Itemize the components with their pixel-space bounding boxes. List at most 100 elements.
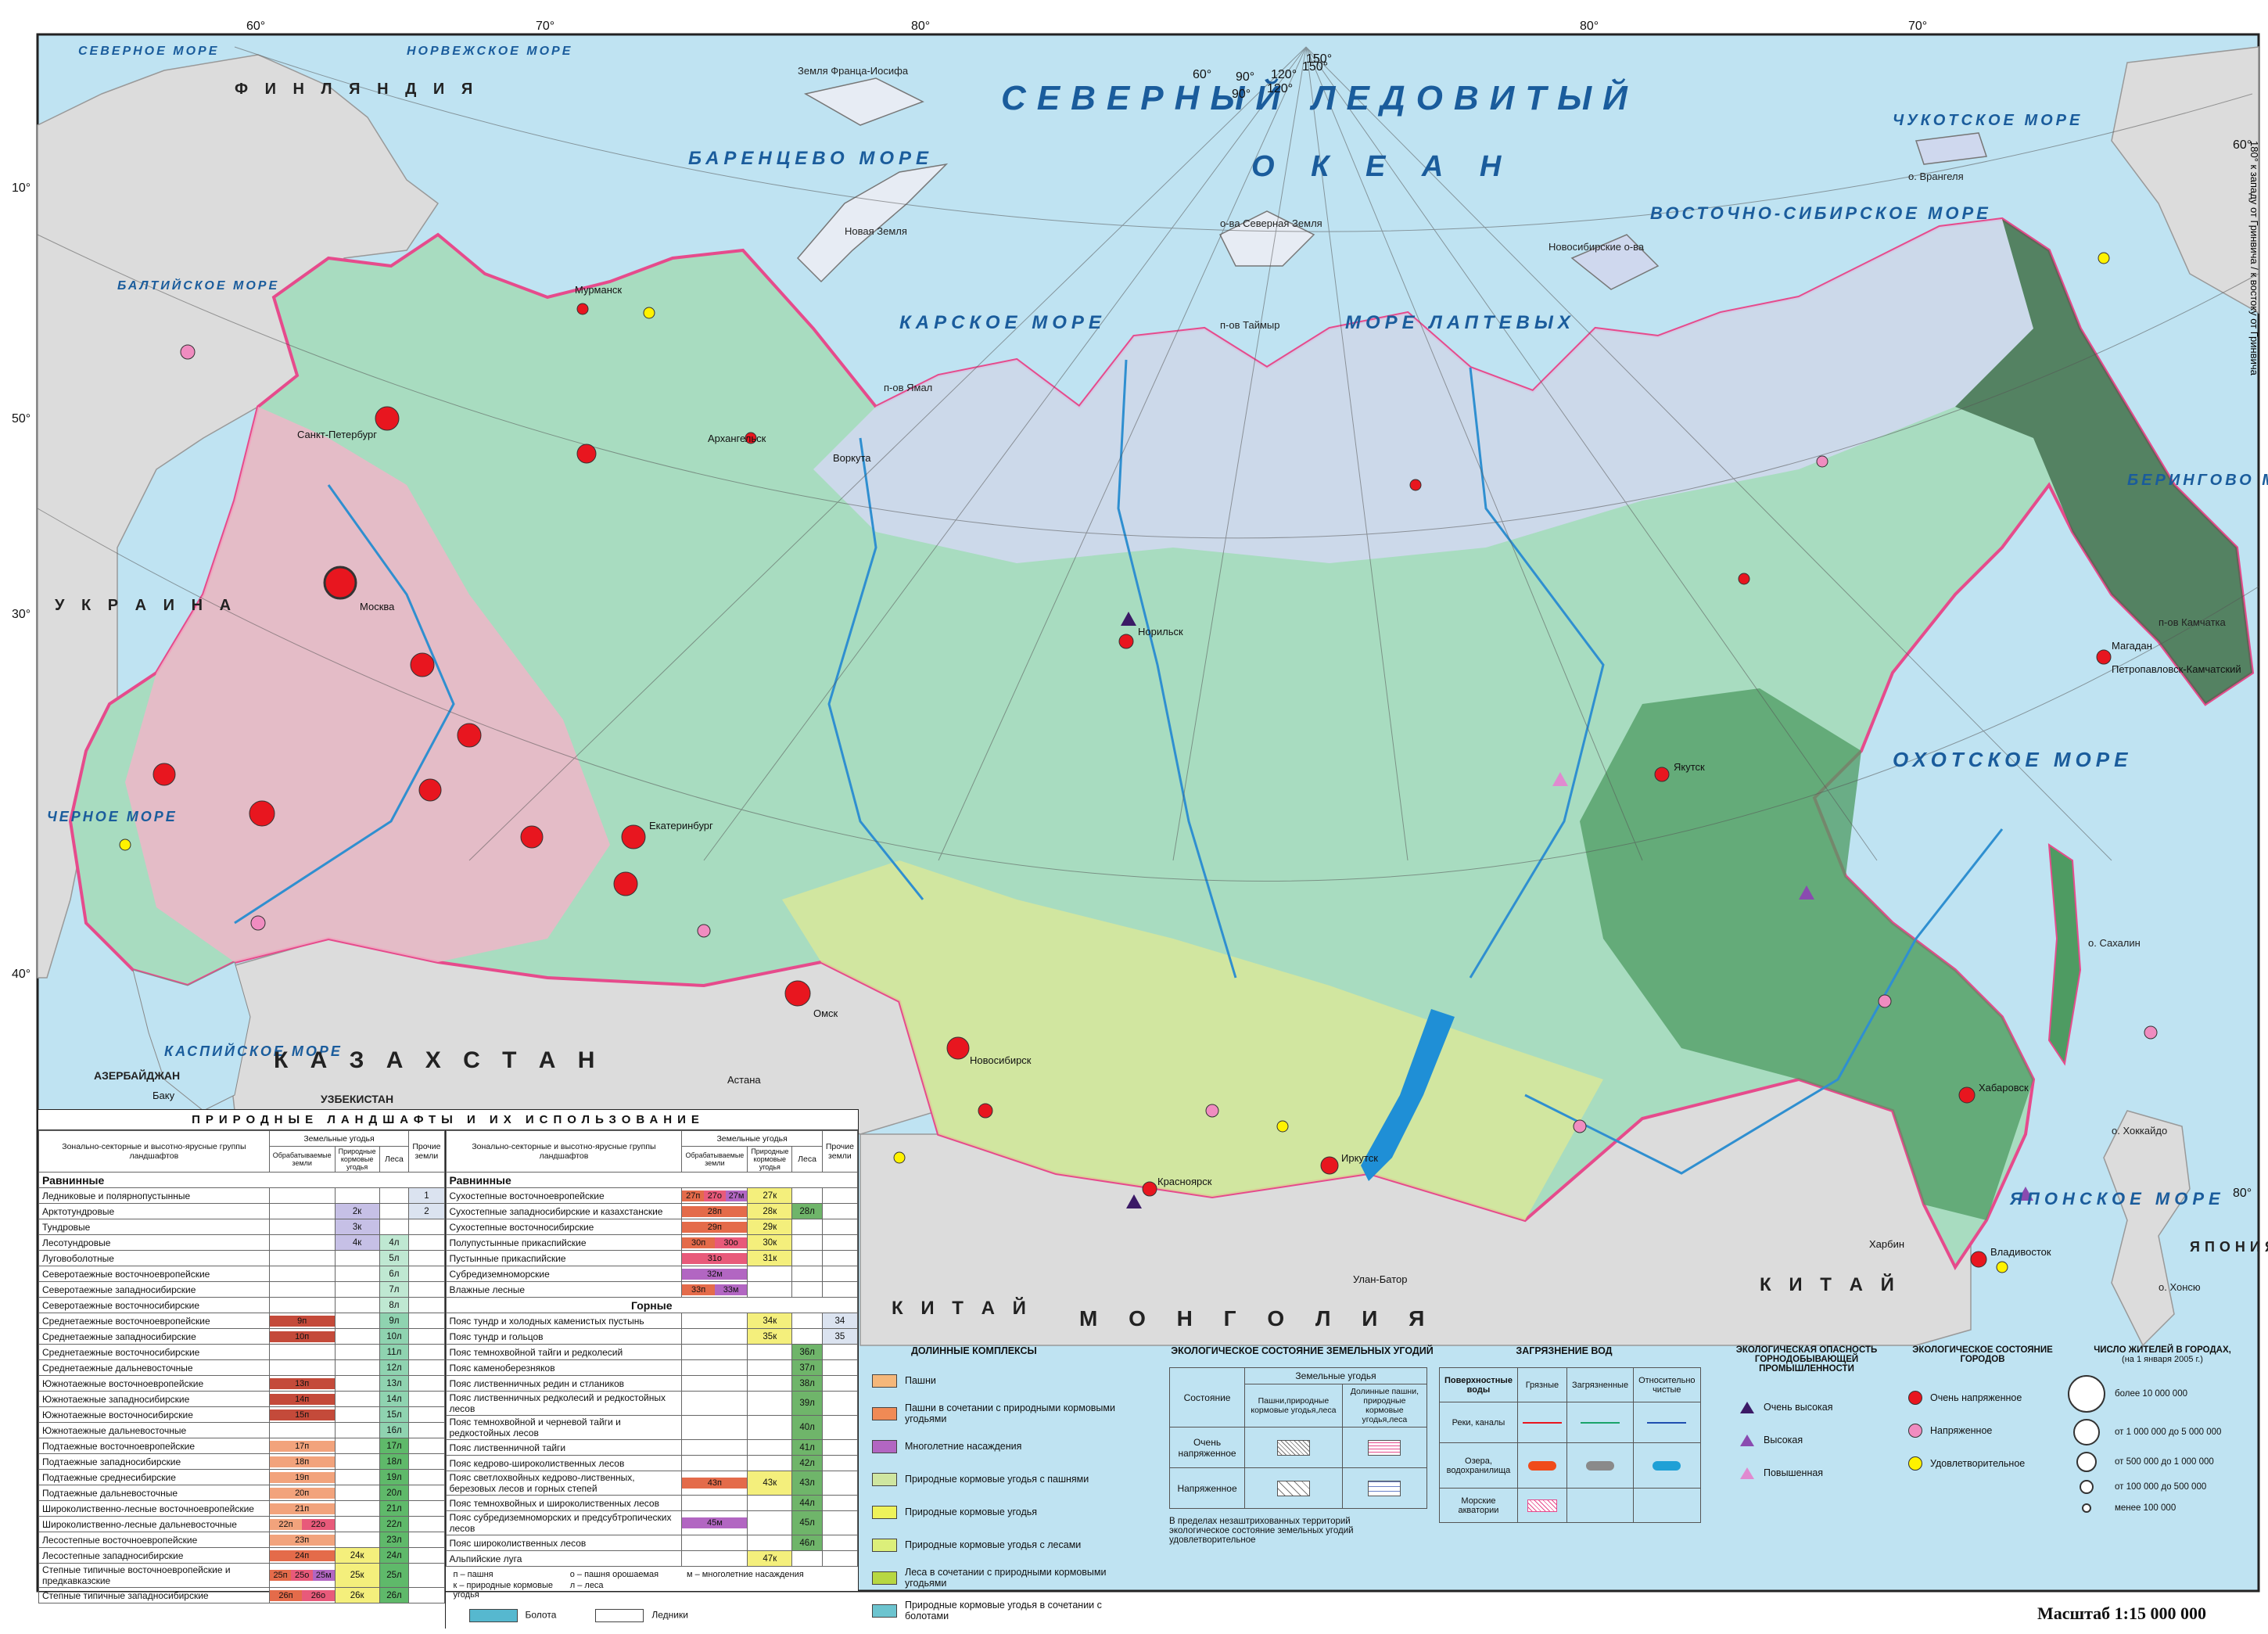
- land-code: 15п: [269, 1409, 335, 1420]
- island-label: п-ов Таймыр: [1220, 319, 1279, 331]
- landscape-row: Степные типичные восточноевропейские и п…: [38, 1563, 445, 1588]
- landscape-legend: ПРИРОДНЫЕ ЛАНДШАФТЫ И ИХ ИСПОЛЬЗОВАНИЕ З…: [38, 1109, 859, 1629]
- city-marker: [410, 652, 435, 677]
- city-marker: [1320, 1156, 1339, 1175]
- population-circle-icon: [2082, 1503, 2091, 1513]
- landscape-row: Северотаежные восточносибирские 8л: [38, 1297, 445, 1313]
- landscape-name: Пояс кедрово-широколиственных лесов: [445, 1455, 683, 1471]
- water-lake-polluted: [1566, 1442, 1635, 1489]
- other-cell: [408, 1516, 445, 1532]
- other-cell: [821, 1439, 859, 1456]
- landscape-name: Северотаежные восточносибирские: [38, 1297, 270, 1313]
- footnote: л – леса: [569, 1581, 604, 1590]
- eco-row-label: Напряженное: [1168, 1467, 1246, 1509]
- land-code: 22о: [302, 1518, 335, 1530]
- city-marker: [180, 344, 196, 360]
- arable-cell: [268, 1250, 336, 1266]
- population-item: от 1 000 000 до 5 000 000: [2065, 1416, 2260, 1449]
- eco-state-title: ЭКОЛОГИЧЕСКОЕ СОСТОЯНИЕ ЗЕМЕЛЬНЫХ УГОДИЙ: [1171, 1345, 1434, 1356]
- other-cell: [408, 1500, 445, 1517]
- other-cell: [408, 1219, 445, 1235]
- lon-label: 120°: [1271, 68, 1297, 81]
- landscape-row: Среднетаежные дальневосточные 12л: [38, 1359, 445, 1376]
- population-label: от 1 000 000 до 5 000 000: [2115, 1428, 2222, 1437]
- mining-title: ЭКОЛОГИЧЕСКАЯ ОПАСНОСТЬ ГОРНОДОБЫВАЮЩЕЙ …: [1735, 1345, 1878, 1374]
- city-marker: [643, 307, 655, 319]
- city-labels: Москва Санкт-Петербург Мурманск Архангел…: [153, 284, 2241, 1285]
- city-label: Воркута: [833, 452, 871, 464]
- landscape-row: Подтаежные дальневосточные 20п 20л: [38, 1485, 445, 1501]
- landscape-name: Пояс светлохвойных кедрово-лиственных, б…: [445, 1471, 683, 1496]
- col-group: Зонально-секторные и высотно-ярусные гру…: [38, 1130, 270, 1173]
- ocean-label: БАРЕНЦЕВО МОРЕ: [688, 148, 933, 169]
- landscape-row: Пояс лиственничной тайги 41л: [445, 1439, 859, 1456]
- landscape-row: Арктотундровые 2к 2: [38, 1203, 445, 1219]
- pasture-cell: [334, 1438, 380, 1454]
- graticule: [37, 46, 2259, 882]
- landscape-row: Луговоболотные 5л: [38, 1250, 445, 1266]
- city-state-label: Напряженное: [1930, 1425, 1993, 1436]
- forest-cell: 6л: [379, 1266, 410, 1282]
- eco-row-label: Очень напряженное: [1168, 1427, 1246, 1468]
- landscape-name: Южнотаежные западносибирские: [38, 1391, 270, 1407]
- footnotes: п – пашня о – пашня орошаемая м – многол…: [446, 1567, 859, 1603]
- swamp-legend: Болота: [468, 1609, 556, 1622]
- water-lake-dirty: [1516, 1442, 1567, 1489]
- map-scale: Масштаб 1:15 000 000: [2037, 1603, 2207, 1623]
- valley-swatch: [872, 1472, 897, 1486]
- landscape-name: Подтаежные восточноевропейские: [38, 1438, 270, 1454]
- pasture-cell: [334, 1406, 380, 1423]
- pasture-cell: [334, 1250, 380, 1266]
- population-item: более 10 000 000: [2065, 1372, 2260, 1416]
- city-label: Москва: [360, 601, 395, 612]
- landscape-name: Подтаежные среднесибирские: [38, 1469, 270, 1485]
- pasture-cell: 3к: [334, 1219, 380, 1235]
- forest-cell: 41л: [791, 1439, 823, 1456]
- pasture-cell: [334, 1297, 380, 1313]
- island-label: Новосибирские о-ва: [1548, 241, 1645, 253]
- city-label: Якутск: [1674, 761, 1705, 773]
- population-label: от 500 000 до 1 000 000: [2115, 1457, 2214, 1467]
- valley-swatch: [872, 1505, 897, 1519]
- pasture-cell: 27к: [747, 1187, 793, 1204]
- forest-cell: 38л: [791, 1375, 823, 1392]
- water-river-clean: [1633, 1402, 1701, 1443]
- landscape-name: Среднетаежные восточносибирские: [38, 1344, 270, 1360]
- landscape-row: Северотаежные восточноевропейские 6л: [38, 1266, 445, 1282]
- pasture-cell: [747, 1415, 793, 1440]
- other-cell: [821, 1203, 859, 1219]
- other-cell: [408, 1375, 445, 1392]
- landscape-name: Степные типичные восточноевропейские и п…: [38, 1563, 270, 1588]
- landscape-name: Пояс лиственничных редколесий и редкосто…: [445, 1391, 683, 1416]
- land-code: 9п: [269, 1315, 335, 1327]
- landscape-row: Лесостепные западносибирские 24п 24к 24л: [38, 1547, 445, 1564]
- landscape-table-right: Зонально-секторные и высотно-ярусные гру…: [445, 1130, 859, 1567]
- country-label: М О Н Г О Л И Я: [1079, 1306, 1437, 1331]
- landscape-row: Пояс кедрово-широколиственных лесов 42л: [445, 1455, 859, 1471]
- landscape-name: Пояс темнохвойной тайги и редколесий: [445, 1344, 683, 1360]
- land-code: 26п: [269, 1589, 303, 1601]
- landscape-row: Пояс широколиственных лесов 46л: [445, 1535, 859, 1551]
- valley-item: Многолетние насаждения: [872, 1431, 1185, 1461]
- city-marker: [250, 915, 266, 931]
- forest-cell: [379, 1219, 410, 1235]
- city-label: Владивосток: [1990, 1246, 2051, 1258]
- landscape-name: Влажные лесные: [445, 1281, 683, 1298]
- land-code: 21п: [269, 1503, 335, 1514]
- arable-cell: [681, 1415, 748, 1440]
- land-code: 27п: [682, 1190, 705, 1201]
- mining-label: Повышенная: [1764, 1467, 1824, 1478]
- landscape-row: Южнотаежные восточноевропейские 13п 13л: [38, 1375, 445, 1392]
- mining-marker: [1126, 1194, 1142, 1208]
- river-ob: [827, 437, 924, 900]
- foreign-land-alaska: [2111, 46, 2259, 314]
- ocean-label: О К Е А Н: [1251, 150, 1515, 183]
- arable-cell: 31о: [681, 1250, 748, 1266]
- city-marker: [2144, 1025, 2158, 1040]
- landscape-row: Пояс темнохвойной тайги и редколесий 36л: [445, 1344, 859, 1360]
- landscape-row: Сухостепные восточноевропейские 27п 27о 27м…: [445, 1187, 859, 1204]
- island-label: Новая Земля: [845, 225, 907, 237]
- landscape-name: Пояс темнохвойной и черневой тайги и ред…: [445, 1415, 683, 1440]
- eco-swatch-hatch-sparse: [1244, 1467, 1343, 1509]
- valley-swatch: [872, 1439, 897, 1453]
